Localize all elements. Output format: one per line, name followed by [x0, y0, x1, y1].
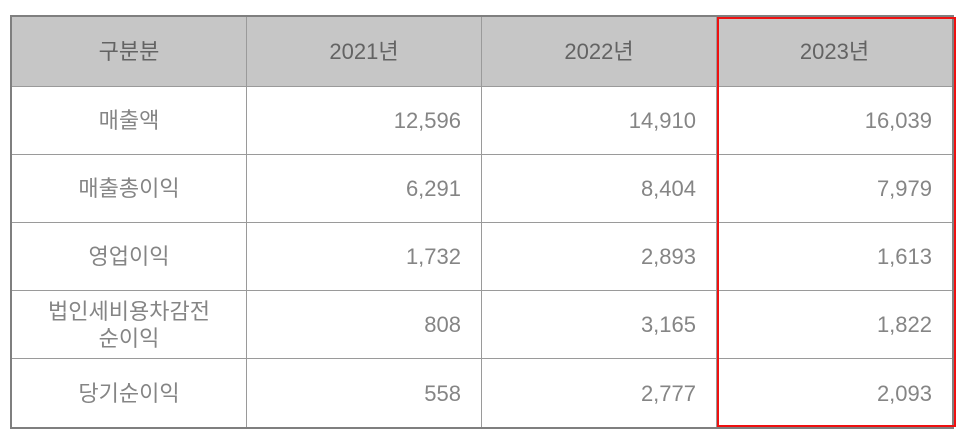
- value-text: 3,165: [640, 312, 696, 337]
- value-text: 7,979: [876, 176, 932, 201]
- header-cell-2023: 2023년: [717, 17, 952, 87]
- value-cell-2022: 3,165: [482, 291, 717, 359]
- row-label-cell: 영업이익: [12, 223, 247, 291]
- value-text: 2,093: [876, 380, 932, 406]
- value-text: 8,404: [640, 176, 696, 201]
- row-label-cell: 법인세비용차감전 순이익: [12, 291, 247, 359]
- value-cell-2022: 2,893: [482, 223, 717, 291]
- value-cell-2022: 2,777: [482, 359, 717, 427]
- value-text: 808: [424, 312, 461, 337]
- value-text: 16,039: [864, 108, 932, 133]
- value-cell-2023: 1,613: [717, 223, 952, 291]
- value-text: 558: [424, 380, 461, 406]
- header-cell-category: 구분분: [12, 17, 247, 87]
- value-text: 1,613: [876, 244, 932, 269]
- value-cell-2021: 1,732: [247, 223, 482, 291]
- row-label: 영업이익: [88, 244, 170, 269]
- header-cell-2022: 2022년: [482, 17, 717, 87]
- value-cell-2021: 6,291: [247, 155, 482, 223]
- value-text: 12,596: [393, 108, 461, 133]
- value-text: 14,910: [628, 108, 696, 133]
- value-cell-2023: 7,979: [717, 155, 952, 223]
- value-text: 1,732: [405, 244, 461, 269]
- header-label-2022: 2022년: [564, 39, 634, 64]
- table-grid: 구분분 2021년 2022년 2023년 매출액 12,596 14,910 …: [10, 15, 956, 429]
- header-label-2021: 2021년: [329, 39, 399, 64]
- row-label-line2: 순이익: [98, 325, 160, 351]
- financial-summary-table: 구분분 2021년 2022년 2023년 매출액 12,596 14,910 …: [10, 15, 956, 429]
- row-label-line1: 법인세비용차감전: [48, 298, 210, 324]
- row-label: 매출총이익: [78, 176, 180, 201]
- value-cell-2022: 14,910: [482, 87, 717, 155]
- value-text: 2,777: [640, 380, 696, 406]
- value-text: 2,893: [640, 244, 696, 269]
- row-label: 당기순이익: [78, 380, 180, 406]
- row-label: 매출액: [98, 108, 160, 133]
- value-cell-2021: 12,596: [247, 87, 482, 155]
- row-label-cell: 매출총이익: [12, 155, 247, 223]
- value-cell-2023: 16,039: [717, 87, 952, 155]
- value-cell-2021: 558: [247, 359, 482, 427]
- value-text: 1,822: [876, 312, 932, 337]
- value-cell-2023: 1,822: [717, 291, 952, 359]
- header-label-category: 구분분: [98, 39, 160, 64]
- value-cell-2023: 2,093: [717, 359, 952, 427]
- header-label-2023: 2023년: [799, 39, 870, 64]
- row-label-cell: 당기순이익: [12, 359, 247, 427]
- value-cell-2021: 808: [247, 291, 482, 359]
- value-text: 6,291: [405, 176, 461, 201]
- row-label-cell: 매출액: [12, 87, 247, 155]
- value-cell-2022: 8,404: [482, 155, 717, 223]
- header-cell-2021: 2021년: [247, 17, 482, 87]
